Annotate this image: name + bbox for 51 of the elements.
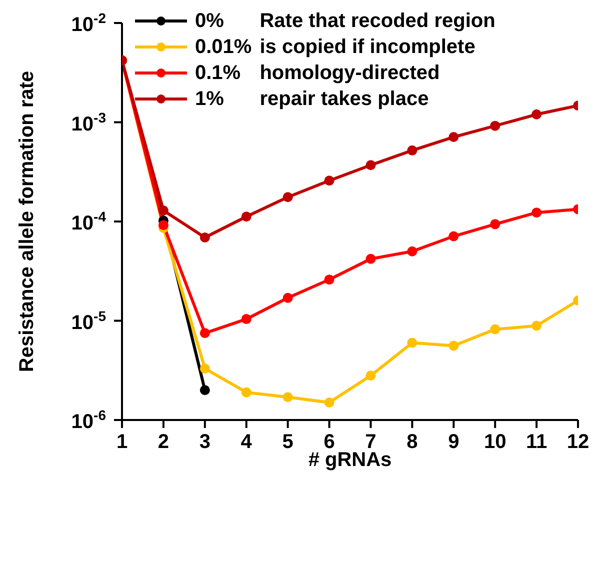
point bbox=[532, 208, 542, 218]
point bbox=[200, 385, 210, 396]
point bbox=[324, 274, 334, 285]
point bbox=[366, 254, 376, 264]
point bbox=[241, 387, 252, 398]
x-tick-label: 11 bbox=[526, 431, 548, 453]
legend-label: 1% bbox=[195, 87, 224, 112]
legend-label: 0.01% bbox=[195, 35, 252, 60]
point bbox=[407, 338, 418, 348]
point bbox=[448, 132, 459, 142]
point bbox=[448, 231, 459, 242]
y-tick-label: 10$^{-4}$ bbox=[71, 208, 106, 234]
x-tick-label: 1 bbox=[116, 431, 128, 453]
point bbox=[407, 246, 418, 256]
legend-label: 0% bbox=[195, 9, 224, 34]
legend-title: Rate that recoded region is copied if incomplete homology-directed repair takes place bbox=[260, 9, 496, 112]
point bbox=[200, 364, 210, 374]
legend-label: 0.1% bbox=[195, 61, 241, 86]
x-tick-label: 2 bbox=[158, 431, 170, 453]
point bbox=[324, 176, 334, 186]
y-tick-label: 10$^{-2}$ bbox=[71, 10, 106, 36]
point bbox=[448, 340, 459, 351]
point bbox=[366, 370, 376, 381]
point bbox=[241, 314, 252, 324]
y-tick-label: 10$^{-6}$ bbox=[71, 407, 106, 433]
point bbox=[158, 206, 168, 216]
point bbox=[200, 232, 210, 242]
point bbox=[490, 324, 500, 334]
point bbox=[532, 320, 542, 331]
point bbox=[324, 398, 334, 408]
x-tick-label: 10 bbox=[484, 431, 506, 453]
y-tick-label: 10$^{-5}$ bbox=[71, 308, 106, 334]
point bbox=[490, 219, 500, 230]
point bbox=[282, 392, 293, 402]
x-tick-label: 4 bbox=[240, 431, 253, 453]
x-tick-label: 5 bbox=[282, 431, 294, 453]
point bbox=[407, 145, 418, 156]
point bbox=[366, 160, 376, 170]
y-tick-label: 10$^{-3}$ bbox=[71, 109, 106, 136]
x-tick-label: 8 bbox=[406, 431, 418, 453]
point bbox=[158, 220, 168, 230]
point bbox=[532, 109, 542, 120]
point bbox=[200, 328, 210, 338]
x-tick-label: 9 bbox=[448, 431, 460, 453]
x-tick-label: 12 bbox=[566, 431, 590, 453]
point bbox=[282, 192, 293, 202]
point bbox=[282, 292, 293, 303]
y-axis-title: Resistance allele formation rate bbox=[16, 70, 38, 372]
x-tick-label: 3 bbox=[199, 431, 210, 453]
point bbox=[490, 120, 500, 131]
point bbox=[241, 212, 252, 222]
